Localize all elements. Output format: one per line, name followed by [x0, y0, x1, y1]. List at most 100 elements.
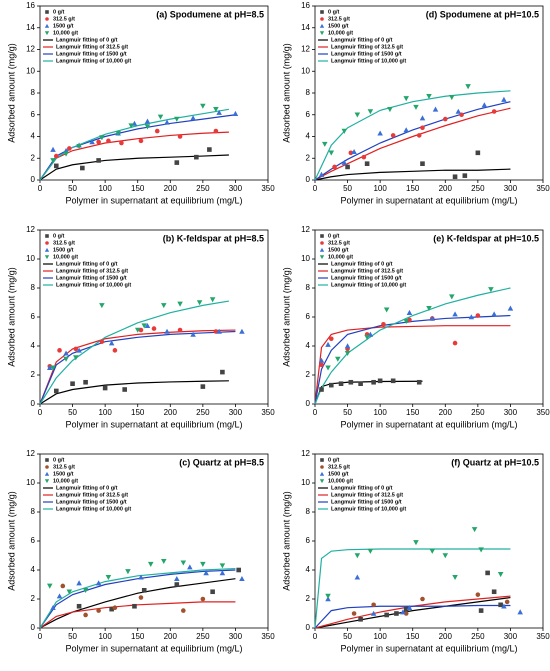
fit-line	[39, 329, 236, 405]
data-point	[128, 123, 134, 129]
fit-line	[39, 114, 236, 181]
y-tick-label: 10	[301, 254, 310, 263]
data-point	[161, 559, 167, 565]
legend-label: Langmuir fitting of 1500 g/t	[331, 275, 402, 281]
x-axis-label: Polymer in supernatant at equilibrium (m…	[340, 195, 517, 205]
data-point	[501, 603, 507, 609]
data-point	[351, 611, 357, 616]
data-point	[325, 593, 331, 599]
legend-label: 10,000 g/t	[328, 254, 353, 260]
legend-label: Langmuir fitting of 10,000 g/t	[56, 58, 131, 64]
data-point	[83, 379, 88, 385]
data-point	[164, 328, 170, 334]
x-tick-label: 350	[261, 408, 275, 417]
data-point	[200, 596, 206, 602]
y-tick-label: 10	[301, 66, 310, 75]
data-point	[383, 307, 390, 313]
data-point	[109, 606, 114, 612]
data-point	[332, 164, 337, 170]
data-point	[328, 336, 334, 342]
data-point	[76, 603, 82, 609]
data-point	[481, 102, 488, 108]
fit-line	[314, 325, 511, 405]
legend-label: Langmuir fitting of 10,000 g/t	[331, 58, 406, 64]
y-tick-label: 10	[26, 66, 35, 75]
y-tick-label: 16	[301, 1, 310, 10]
data-point	[452, 574, 458, 581]
fit-line	[314, 604, 511, 629]
data-point	[394, 611, 399, 616]
legend-label: 1500 g/t	[53, 471, 74, 477]
legend-label: 1500 g/t	[328, 247, 349, 253]
data-point	[403, 96, 409, 102]
data-point	[429, 548, 436, 554]
data-point	[497, 572, 504, 578]
legend-marker	[320, 458, 324, 462]
data-point	[112, 605, 118, 610]
panel: 0 50 100 150 200 250 300 350 0 2 4 6 8 10 12 14 16 Polyme…	[281, 1, 550, 205]
legend-marker	[44, 255, 50, 260]
data-point	[449, 95, 455, 101]
data-point	[53, 388, 59, 394]
data-point	[354, 112, 361, 118]
data-point	[190, 331, 196, 337]
data-point	[134, 327, 141, 333]
panel: 0 50 100 150 200 250 300 350 0 2 4 6 8 10 12 Polymer in…	[6, 449, 275, 653]
legend-marker	[319, 247, 325, 252]
x-tick-label: 100	[98, 632, 112, 641]
y-tick-label: 0	[306, 175, 311, 184]
data-point	[83, 612, 88, 618]
x-tick-label: 300	[504, 408, 518, 417]
legend-label: 312.5 g/t	[328, 464, 350, 470]
y-tick-label: 6	[31, 536, 36, 545]
data-point	[442, 553, 449, 559]
legend-label: 10,000 g/t	[328, 478, 353, 484]
legend-label: Langmuir fitting of 1500 g/t	[56, 275, 127, 281]
data-point	[180, 560, 187, 566]
x-tick-label: 200	[164, 184, 178, 193]
y-tick-label: 0	[31, 175, 36, 184]
data-point	[66, 589, 73, 595]
data-point	[348, 379, 354, 385]
data-point	[96, 158, 101, 163]
data-point	[462, 173, 468, 178]
data-point	[99, 135, 105, 141]
x-axis-label: Polymer in supernatant at equilibrium (m…	[65, 643, 242, 653]
data-point	[200, 384, 206, 389]
data-point	[328, 382, 334, 388]
x-tick-label: 350	[536, 184, 550, 193]
data-point	[105, 574, 112, 581]
x-tick-label: 150	[131, 184, 145, 193]
data-point	[381, 321, 386, 327]
data-point	[498, 602, 503, 608]
data-point	[174, 575, 180, 581]
data-point	[239, 575, 245, 581]
legend-label: 312.5 g/t	[328, 240, 350, 246]
y-tick-label: 12	[26, 225, 35, 234]
data-point	[57, 348, 62, 353]
data-point	[416, 379, 422, 385]
data-point	[384, 612, 389, 618]
y-tick-label: 0	[306, 399, 311, 408]
data-point	[174, 582, 180, 587]
legend-marker	[319, 255, 325, 260]
data-point	[50, 146, 56, 152]
data-point	[452, 311, 458, 317]
x-tick-label: 0	[38, 184, 43, 193]
data-point	[239, 328, 245, 334]
y-axis-label: Adsorbed amount (mg/g)	[6, 267, 16, 367]
data-point	[416, 133, 422, 138]
x-tick-label: 100	[373, 408, 387, 417]
data-point	[67, 146, 72, 151]
data-point	[220, 369, 225, 375]
legend-marker	[45, 465, 49, 469]
data-point	[151, 326, 157, 331]
x-tick-label: 250	[196, 408, 210, 417]
data-point	[147, 561, 154, 567]
data-point	[207, 147, 212, 152]
data-point	[364, 335, 370, 341]
x-tick-label: 350	[261, 184, 275, 193]
fit-line	[314, 314, 511, 405]
data-point	[377, 130, 383, 136]
y-tick-label: 2	[306, 370, 311, 379]
